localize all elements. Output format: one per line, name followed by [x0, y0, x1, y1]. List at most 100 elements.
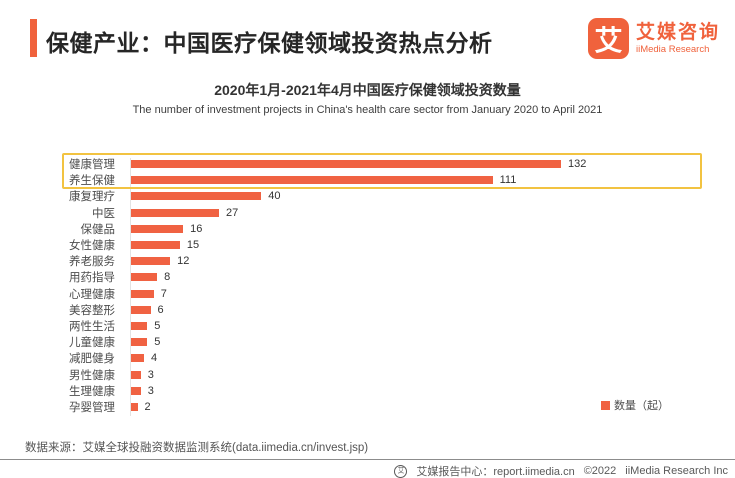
value-label: 111	[499, 174, 517, 187]
bar[interactable]	[131, 176, 493, 185]
bar-track: 132	[131, 158, 586, 170]
bar[interactable]	[131, 370, 141, 379]
chart-row: 儿童健康 5	[0, 334, 735, 350]
iimedia-logo: 艾 艾媒咨询 iiMedia Research	[587, 18, 720, 59]
legend: 数量（起）	[601, 397, 669, 413]
bar[interactable]	[131, 273, 158, 282]
y-axis-line	[130, 158, 131, 416]
chart-row: 男性健康 3	[0, 366, 735, 382]
bar[interactable]	[131, 338, 148, 347]
value-label: 132	[568, 158, 587, 171]
value-label: 27	[226, 206, 239, 219]
value-label: 16	[190, 222, 203, 235]
category-label: 养老服务	[69, 256, 115, 269]
category-label: 减肥健身	[69, 353, 115, 366]
bar-track: 111	[131, 174, 516, 186]
bar[interactable]	[131, 224, 184, 233]
bar[interactable]	[131, 305, 151, 314]
category-label: 孕婴管理	[69, 401, 115, 414]
chart-row: 保健品 16	[0, 221, 735, 237]
page-title: 保健产业：中国医疗保健领域投资热点分析	[46, 30, 493, 56]
bar-track: 8	[131, 271, 170, 283]
iimedia-logo-icon: 艾	[587, 18, 629, 59]
category-label: 儿童健康	[69, 337, 115, 350]
logo-text: 艾媒咨询 iiMedia Research	[636, 22, 720, 55]
category-label: 女性健康	[69, 240, 115, 253]
value-label: 2	[144, 400, 151, 413]
value-label: 6	[157, 303, 164, 316]
value-label: 4	[151, 352, 158, 365]
chart-row: 养老服务 12	[0, 253, 735, 269]
company-name: iiMedia Research Inc	[625, 465, 728, 477]
bar-track: 5	[131, 320, 160, 332]
iimedia-badge-icon: 艾	[394, 464, 408, 478]
header-accent-bar	[30, 19, 37, 57]
value-label: 7	[160, 287, 167, 300]
chart-row: 两性生活 5	[0, 318, 735, 334]
copyright-text: ©2022	[583, 465, 617, 477]
value-label: 40	[268, 190, 281, 203]
logo-name-cn: 艾媒咨询	[635, 21, 720, 43]
bar-track: 3	[131, 369, 154, 381]
data-source-note: 数据来源：艾媒全球投融资数据监测系统(data.iimedia.cn/inves…	[25, 442, 369, 454]
bar-track: 7	[131, 288, 167, 300]
bar-track: 5	[131, 336, 160, 348]
category-label: 生理健康	[69, 385, 115, 398]
report-center-link[interactable]: 艾媒报告中心：report.iimedia.cn	[416, 466, 575, 478]
bar[interactable]	[131, 257, 171, 266]
bar[interactable]	[131, 321, 148, 330]
bar-track: 15	[131, 239, 199, 251]
chart-rows: 健康管理 132 养生保健 111 康复理疗 40 中医 27 保健品 16	[0, 156, 735, 415]
footer-bar: 艾 艾媒报告中心：report.iimedia.cn ©2022 iiMedia…	[394, 463, 728, 478]
category-label: 心理健康	[69, 288, 115, 301]
chart-row: 孕婴管理 2	[0, 399, 735, 415]
bar[interactable]	[131, 289, 154, 298]
value-label: 15	[186, 239, 200, 252]
category-label: 保健品	[80, 223, 116, 236]
logo-name-en: iiMedia Research	[635, 43, 710, 55]
category-label: 养生保健	[69, 175, 115, 188]
chart-row: 美容整形 6	[0, 302, 735, 318]
bar[interactable]	[131, 241, 180, 250]
bar[interactable]	[131, 354, 144, 363]
bar-track: 6	[131, 304, 164, 316]
bar-track: 4	[131, 352, 157, 364]
value-label: 5	[154, 336, 161, 349]
bar[interactable]	[131, 208, 219, 217]
chart-row: 康复理疗 40	[0, 188, 735, 204]
bar[interactable]	[131, 402, 138, 411]
bar-track: 12	[131, 255, 189, 267]
chart-row: 健康管理 132	[0, 156, 735, 172]
value-label: 8	[164, 271, 171, 284]
bar-track: 3	[131, 385, 154, 397]
category-label: 中医	[92, 207, 115, 220]
legend-label: 数量（起）	[614, 400, 669, 412]
bar-track: 16	[131, 223, 202, 235]
category-label: 健康管理	[69, 159, 115, 172]
footer-divider	[0, 459, 735, 460]
chart-row: 养生保健 111	[0, 172, 735, 188]
bar[interactable]	[131, 386, 141, 395]
category-label: 用药指导	[69, 272, 115, 285]
value-label: 12	[177, 255, 190, 268]
bar[interactable]	[131, 160, 561, 169]
category-label: 男性健康	[69, 369, 115, 382]
category-label: 两性生活	[69, 320, 115, 333]
chart-row: 用药指导 8	[0, 269, 735, 285]
bar[interactable]	[131, 192, 262, 201]
legend-swatch	[601, 400, 610, 410]
chart-title: 2020年1月-2021年4月中国医疗保健领域投资数量	[214, 82, 521, 98]
chart-row: 中医 27	[0, 205, 735, 221]
category-label: 康复理疗	[69, 191, 115, 204]
category-label: 美容整形	[69, 304, 115, 317]
chart-row: 生理健康 3	[0, 383, 735, 399]
bar-track: 40	[131, 190, 281, 202]
value-label: 3	[147, 384, 154, 397]
bar-track: 2	[131, 401, 151, 413]
bar-track: 27	[131, 207, 238, 219]
bar-chart: 健康管理 132 养生保健 111 康复理疗 40 中医 27 保健品 16	[0, 153, 735, 416]
chart-row: 女性健康 15	[0, 237, 735, 253]
chart-row: 心理健康 7	[0, 286, 735, 302]
chart-subtitle: The number of investment projects in Chi…	[132, 104, 603, 116]
